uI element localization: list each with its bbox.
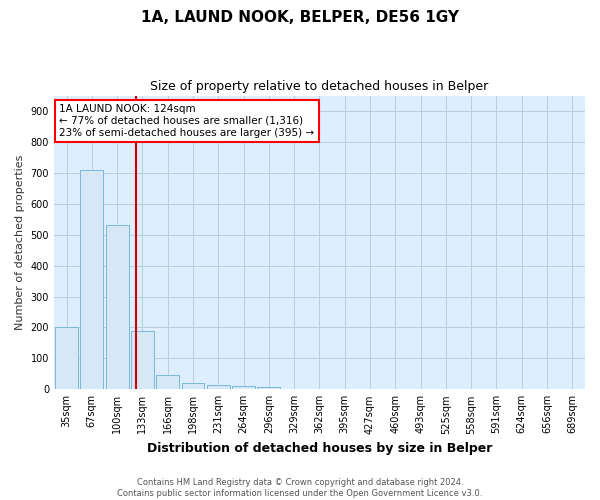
Bar bbox=[207, 384, 230, 390]
Bar bbox=[80, 170, 103, 390]
Text: 1A, LAUND NOOK, BELPER, DE56 1GY: 1A, LAUND NOOK, BELPER, DE56 1GY bbox=[141, 10, 459, 25]
Bar bbox=[55, 328, 78, 390]
Bar bbox=[182, 383, 205, 390]
Bar bbox=[106, 226, 128, 390]
Bar bbox=[131, 330, 154, 390]
Bar bbox=[257, 387, 280, 390]
Text: 1A LAUND NOOK: 124sqm
← 77% of detached houses are smaller (1,316)
23% of semi-d: 1A LAUND NOOK: 124sqm ← 77% of detached … bbox=[59, 104, 314, 138]
X-axis label: Distribution of detached houses by size in Belper: Distribution of detached houses by size … bbox=[147, 442, 492, 455]
Title: Size of property relative to detached houses in Belper: Size of property relative to detached ho… bbox=[151, 80, 488, 93]
Y-axis label: Number of detached properties: Number of detached properties bbox=[15, 154, 25, 330]
Text: Contains HM Land Registry data © Crown copyright and database right 2024.
Contai: Contains HM Land Registry data © Crown c… bbox=[118, 478, 482, 498]
Bar bbox=[232, 386, 255, 390]
Bar bbox=[157, 376, 179, 390]
